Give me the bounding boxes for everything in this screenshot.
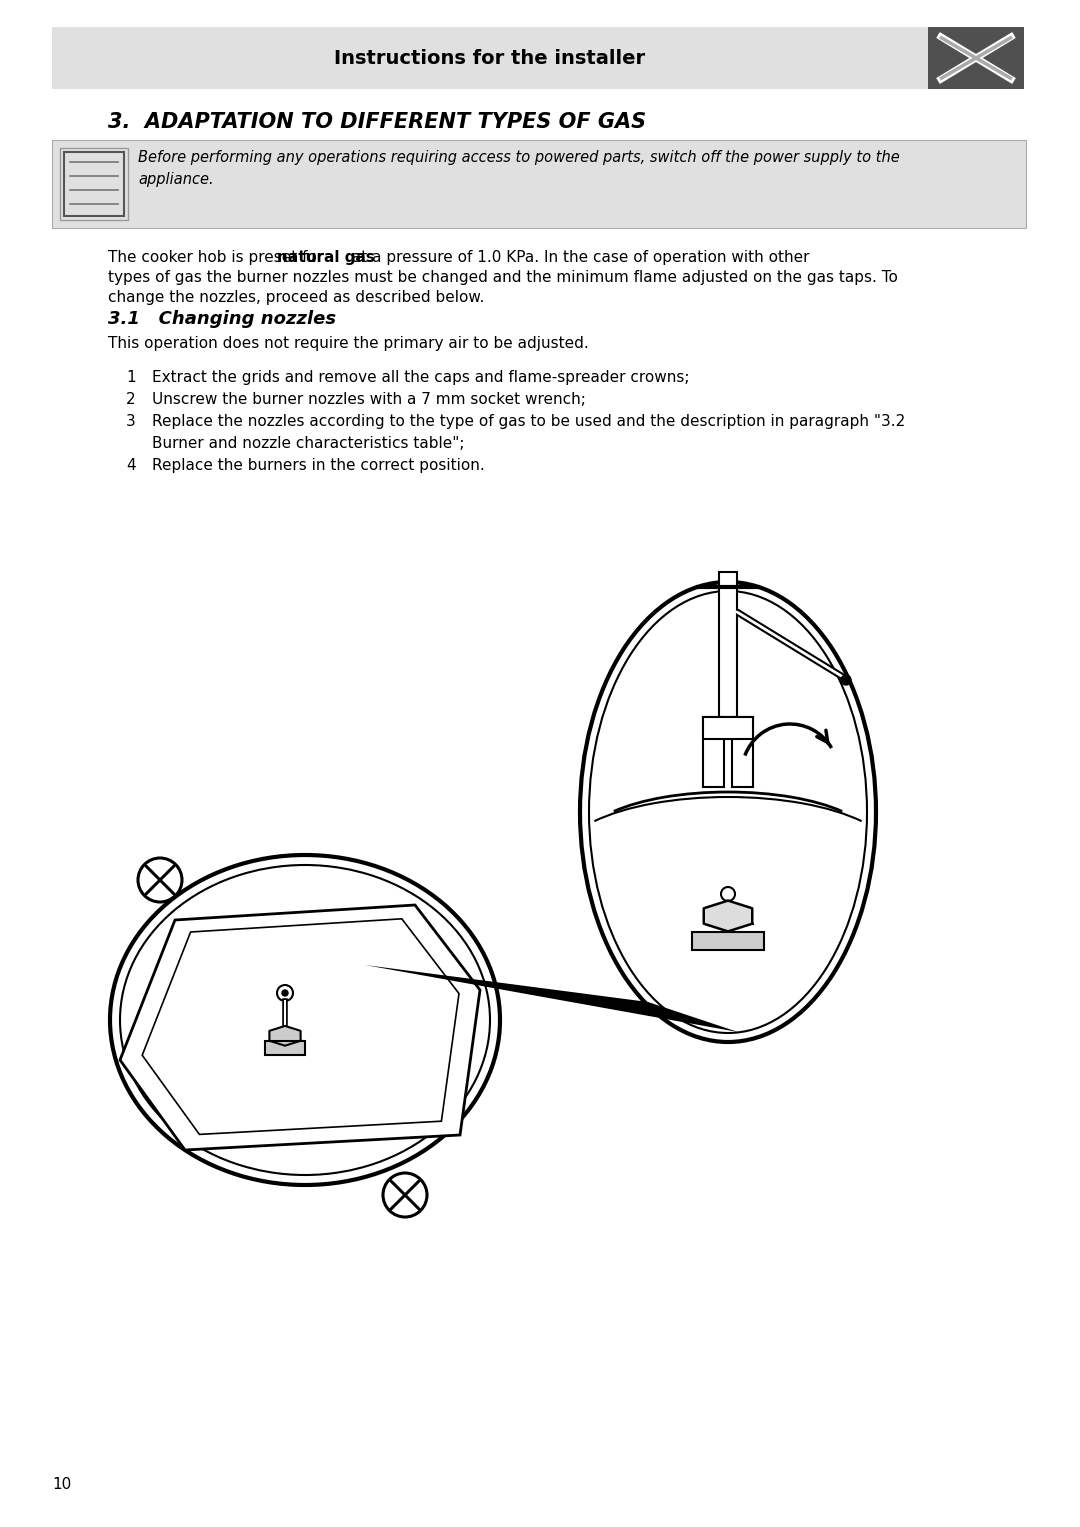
Text: appliance.: appliance. — [138, 173, 214, 186]
Text: change the nozzles, proceed as described below.: change the nozzles, proceed as described… — [108, 290, 484, 305]
Polygon shape — [120, 906, 480, 1150]
Text: at a pressure of 1.0 KPa. In the case of operation with other: at a pressure of 1.0 KPa. In the case of… — [347, 250, 809, 266]
Text: Extract the grids and remove all the caps and flame-spreader crowns;: Extract the grids and remove all the cap… — [152, 370, 689, 385]
Text: natural gas: natural gas — [276, 250, 375, 266]
Text: 3.1   Changing nozzles: 3.1 Changing nozzles — [108, 310, 336, 328]
Text: 3: 3 — [126, 414, 136, 429]
Ellipse shape — [580, 582, 876, 1041]
Circle shape — [282, 989, 288, 996]
Text: 10: 10 — [52, 1477, 71, 1492]
Text: Instructions for the installer: Instructions for the installer — [335, 49, 646, 67]
Polygon shape — [269, 1026, 300, 1046]
Text: 4: 4 — [126, 458, 136, 473]
FancyBboxPatch shape — [52, 140, 1026, 228]
Text: 2: 2 — [126, 392, 136, 408]
Text: The cooker hob is preset for: The cooker hob is preset for — [108, 250, 328, 266]
Text: Replace the nozzles according to the type of gas to be used and the description : Replace the nozzles according to the typ… — [152, 414, 905, 429]
FancyBboxPatch shape — [692, 931, 764, 950]
Circle shape — [841, 675, 851, 686]
Text: 3.  ADAPTATION TO DIFFERENT TYPES OF GAS: 3. ADAPTATION TO DIFFERENT TYPES OF GAS — [108, 111, 646, 131]
Polygon shape — [704, 901, 753, 931]
FancyBboxPatch shape — [265, 1041, 305, 1055]
FancyBboxPatch shape — [703, 718, 753, 739]
Text: This operation does not require the primary air to be adjusted.: This operation does not require the prim… — [108, 336, 589, 351]
Text: Replace the burners in the correct position.: Replace the burners in the correct posit… — [152, 458, 485, 473]
Circle shape — [276, 985, 293, 1002]
Text: 1: 1 — [126, 370, 136, 385]
FancyBboxPatch shape — [719, 573, 737, 718]
FancyBboxPatch shape — [703, 718, 724, 786]
Text: types of gas the burner nozzles must be changed and the minimum flame adjusted o: types of gas the burner nozzles must be … — [108, 270, 897, 286]
FancyBboxPatch shape — [732, 718, 753, 786]
Text: Unscrew the burner nozzles with a 7 mm socket wrench;: Unscrew the burner nozzles with a 7 mm s… — [152, 392, 585, 408]
Text: Burner and nozzle characteristics table";: Burner and nozzle characteristics table"… — [152, 437, 464, 450]
Polygon shape — [365, 965, 738, 1032]
Text: Before performing any operations requiring access to powered parts, switch off t: Before performing any operations requiri… — [138, 150, 900, 165]
FancyBboxPatch shape — [60, 148, 129, 220]
FancyBboxPatch shape — [52, 27, 928, 89]
FancyBboxPatch shape — [928, 27, 1024, 89]
